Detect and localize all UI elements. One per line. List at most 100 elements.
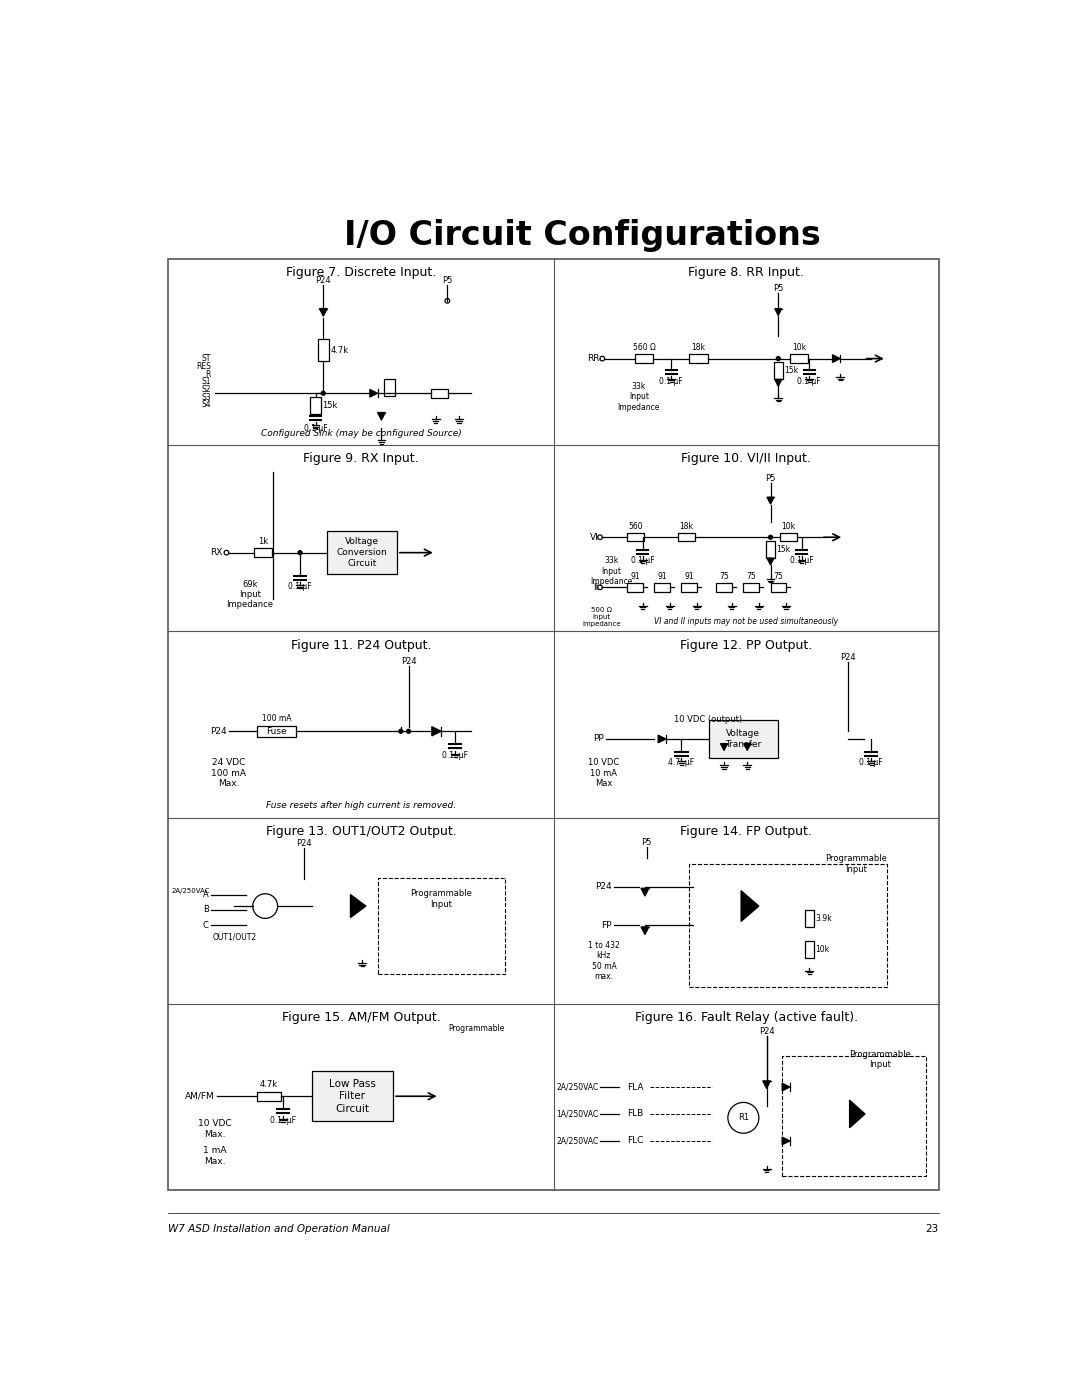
Text: Figure 16. Fault Relay (active fault).: Figure 16. Fault Relay (active fault).	[635, 1011, 858, 1024]
Text: Figure 13. OUT1/OUT2 Output.: Figure 13. OUT1/OUT2 Output.	[266, 824, 456, 838]
Polygon shape	[850, 1099, 865, 1127]
Text: P24: P24	[296, 840, 312, 848]
Circle shape	[597, 535, 603, 539]
Text: 23: 23	[926, 1224, 939, 1234]
Text: P5: P5	[642, 838, 651, 847]
Text: B: B	[203, 905, 208, 915]
Text: 0.1  μF: 0.1 μF	[270, 1116, 296, 1125]
Text: FLC: FLC	[626, 1136, 643, 1146]
Text: Figure 15. AM/FM Output.: Figure 15. AM/FM Output.	[282, 1011, 441, 1024]
Text: VI: VI	[590, 532, 598, 542]
Text: Voltage
Conversion
Circuit: Voltage Conversion Circuit	[337, 536, 388, 569]
Text: 10 VDC (output): 10 VDC (output)	[674, 715, 743, 724]
Text: 4.7k: 4.7k	[260, 1080, 279, 1090]
Polygon shape	[767, 557, 774, 564]
Bar	[805, 909, 814, 926]
Bar	[681, 583, 697, 591]
Text: P24: P24	[401, 657, 417, 666]
Text: Programmable: Programmable	[448, 1024, 504, 1034]
Text: 0.1 μF: 0.1 μF	[789, 556, 813, 566]
Polygon shape	[774, 380, 782, 387]
Polygon shape	[642, 926, 649, 935]
Text: Figure 9. RX Input.: Figure 9. RX Input.	[303, 453, 419, 465]
Bar	[689, 353, 707, 363]
Text: II: II	[593, 583, 598, 592]
Text: 24 VDC
100 mA
Max.: 24 VDC 100 mA Max.	[212, 759, 246, 788]
Text: 33k
Input
Impedance: 33k Input Impedance	[618, 381, 660, 412]
Bar	[627, 583, 643, 591]
Text: Figure 14. FP Output.: Figure 14. FP Output.	[680, 824, 812, 838]
Text: OUT1/OUT2: OUT1/OUT2	[212, 932, 256, 942]
Bar	[327, 531, 397, 574]
Bar	[654, 583, 670, 591]
Text: R: R	[205, 369, 211, 379]
Text: 1 mA
Max.: 1 mA Max.	[203, 1147, 227, 1165]
Text: C: C	[203, 921, 208, 930]
Text: R1: R1	[738, 1113, 748, 1122]
Bar	[782, 1056, 926, 1175]
Text: Fuse resets after high current is removed.: Fuse resets after high current is remove…	[266, 802, 456, 810]
Text: 91: 91	[685, 571, 694, 581]
Circle shape	[777, 356, 780, 360]
Text: 10k: 10k	[781, 522, 795, 531]
Text: 15k: 15k	[323, 401, 338, 411]
Bar	[431, 388, 448, 398]
Text: Figure 7. Discrete Input.: Figure 7. Discrete Input.	[286, 265, 436, 279]
Circle shape	[407, 729, 410, 733]
Polygon shape	[741, 891, 759, 922]
Text: 2A/250VAC: 2A/250VAC	[556, 1136, 598, 1146]
Text: 91: 91	[658, 571, 666, 581]
Bar	[378, 877, 505, 974]
Circle shape	[225, 550, 229, 555]
Bar	[635, 353, 653, 363]
Polygon shape	[782, 1137, 789, 1144]
Polygon shape	[767, 497, 774, 504]
Bar	[708, 719, 779, 759]
Text: 0.1 μF: 0.1 μF	[303, 425, 327, 433]
Text: 10 VDC
Max.: 10 VDC Max.	[198, 1119, 231, 1139]
Polygon shape	[378, 412, 386, 420]
Text: 0.1 μF: 0.1 μF	[660, 377, 684, 386]
Text: 560 Ω: 560 Ω	[633, 344, 656, 352]
Circle shape	[600, 356, 605, 360]
Circle shape	[728, 1102, 759, 1133]
Bar	[257, 1091, 281, 1101]
Text: 69k
Input
Impedance: 69k Input Impedance	[226, 580, 273, 609]
Bar	[766, 541, 775, 557]
Polygon shape	[782, 1083, 789, 1091]
Text: 0.1 μF: 0.1 μF	[631, 556, 654, 566]
Text: RES: RES	[197, 362, 211, 370]
Text: S3: S3	[201, 393, 211, 401]
Text: 1 to 432
kHz
50 mA
max.: 1 to 432 kHz 50 mA max.	[588, 940, 620, 981]
Text: S4: S4	[201, 401, 211, 409]
Text: 2A/250VAC: 2A/250VAC	[556, 1083, 598, 1091]
Text: P24: P24	[595, 883, 611, 891]
Bar	[310, 397, 321, 414]
Circle shape	[769, 535, 772, 539]
Text: 560: 560	[629, 522, 643, 531]
Circle shape	[322, 391, 325, 395]
Text: 75: 75	[719, 571, 729, 581]
Text: P24: P24	[840, 652, 855, 662]
Bar	[627, 534, 644, 542]
Text: 91: 91	[630, 571, 639, 581]
Text: P5: P5	[773, 284, 783, 293]
Text: 10k: 10k	[815, 944, 829, 954]
Polygon shape	[432, 726, 441, 736]
Text: 10 VDC
10 mA
Max: 10 VDC 10 mA Max	[589, 759, 620, 788]
Bar	[689, 863, 887, 986]
Bar	[677, 534, 694, 542]
Polygon shape	[833, 355, 840, 362]
Bar	[312, 1071, 393, 1122]
Text: W7 ASD Installation and Operation Manual: W7 ASD Installation and Operation Manual	[168, 1224, 390, 1234]
Polygon shape	[774, 309, 782, 316]
Bar	[773, 362, 783, 380]
Text: 2A/250VAC: 2A/250VAC	[171, 887, 210, 894]
Circle shape	[597, 585, 603, 590]
Text: 75: 75	[773, 571, 783, 581]
Text: P24: P24	[759, 1027, 774, 1037]
Polygon shape	[744, 743, 751, 750]
Bar	[257, 726, 296, 736]
Text: Configured Sink (may be configured Source): Configured Sink (may be configured Sourc…	[260, 429, 461, 437]
Text: Figure 11. P24 Output.: Figure 11. P24 Output.	[291, 638, 431, 651]
